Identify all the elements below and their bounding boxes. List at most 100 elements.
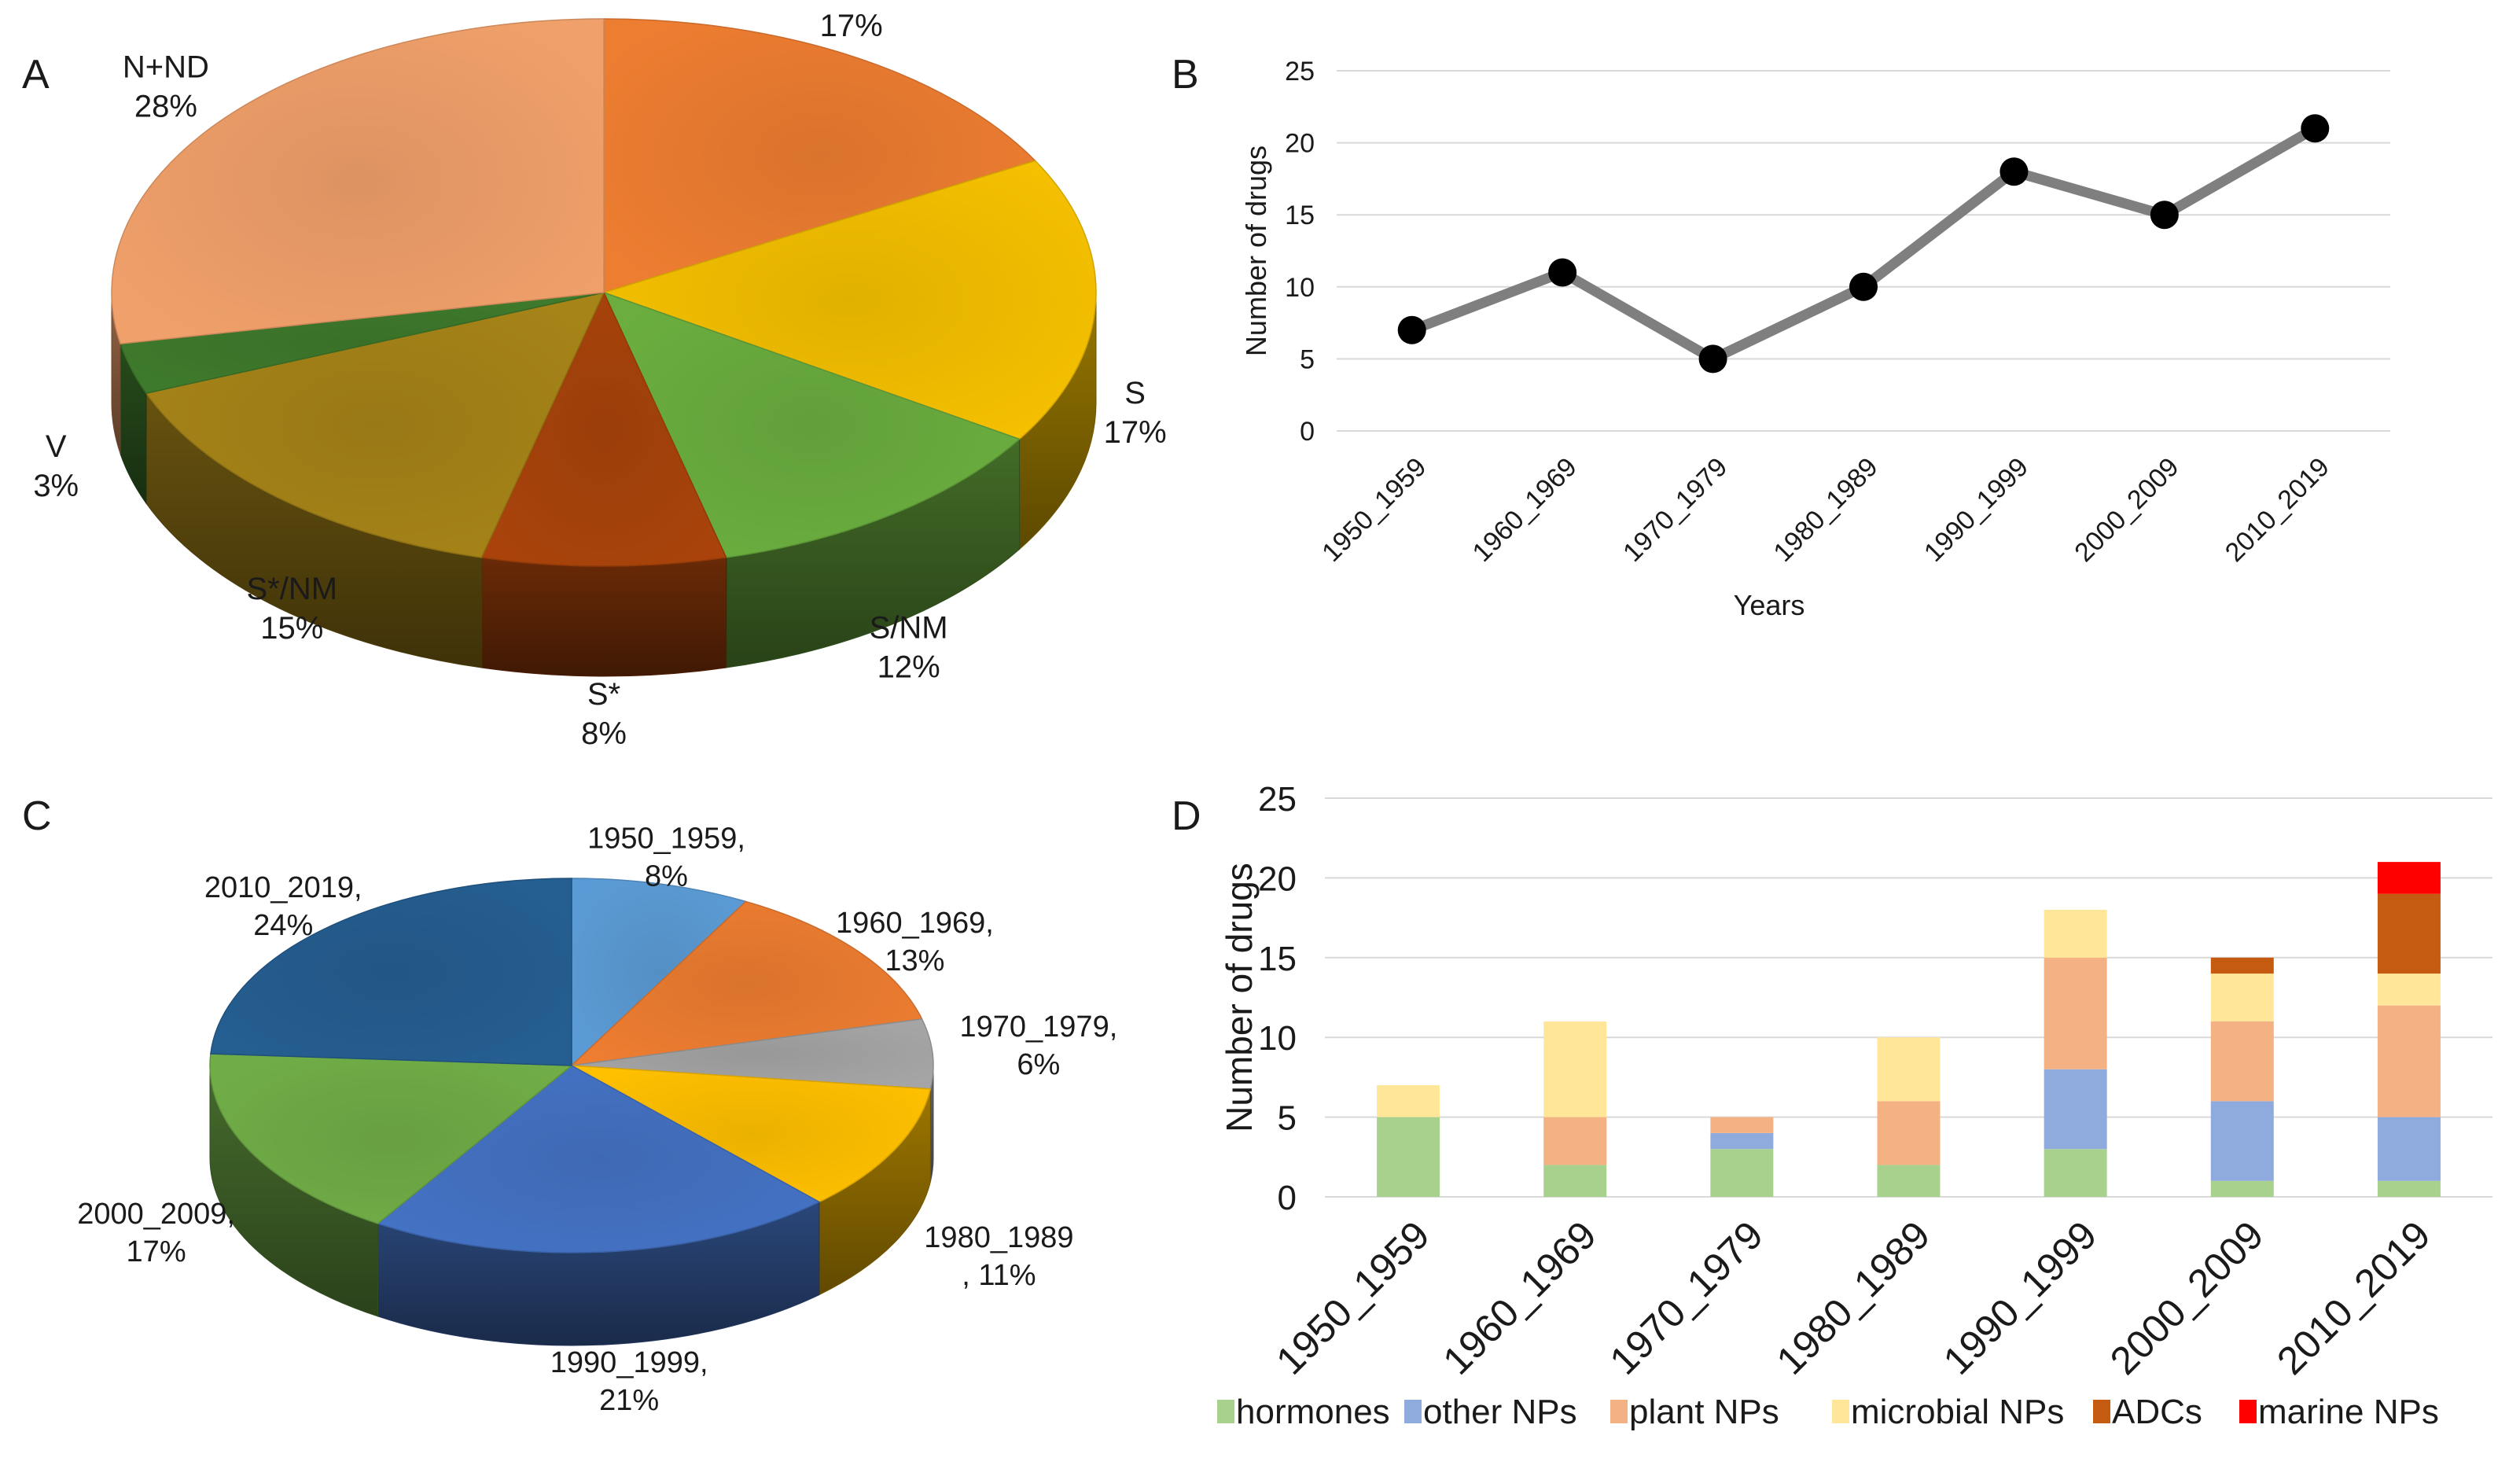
bar-d-legend: hormones other NPs plant NPs microbial NPs A… bbox=[1217, 1393, 2439, 1431]
legend-swatch-other-nps bbox=[1404, 1400, 1422, 1423]
line-b-point-2000_2009 bbox=[2150, 201, 2179, 230]
bar-d-1980_1989-hormones bbox=[1877, 1165, 1941, 1197]
bar-d-1970_1979-hormones bbox=[1710, 1149, 1774, 1197]
pie-0-slice-n-nd bbox=[111, 18, 605, 345]
pie-2-label-1980-1989: 1980_1989 bbox=[924, 1221, 1073, 1254]
bar-d-xtick-1980_1989: 1980_1989 bbox=[1768, 1213, 1939, 1383]
legend-swatch-marine-nps bbox=[2239, 1400, 2257, 1423]
line-b-xtick-1960_1969: 1960_1969 bbox=[1467, 452, 1583, 568]
bar-d-2000_2009-other-nps bbox=[2210, 1101, 2274, 1181]
bar-d-1980_1989-plant-nps bbox=[1877, 1101, 1941, 1165]
pie-2-slice-1990-1999 bbox=[376, 1065, 821, 1253]
bar-d-1970_1979-other-nps bbox=[1710, 1132, 1774, 1150]
line-b-xtick-1970_1979: 1970_1979 bbox=[1617, 452, 1733, 568]
pie-2-label-2000-2009: 2000_2009, bbox=[77, 1198, 235, 1231]
bar-d-1950_1959-microbial-nps bbox=[1377, 1085, 1440, 1117]
bar-d-2010_2019-adcs bbox=[2377, 893, 2441, 974]
pie-2-slice-2010-2019 bbox=[210, 878, 572, 1066]
line-b-point-1970_1979 bbox=[1698, 344, 1727, 374]
legend-swatch-adcs bbox=[2093, 1400, 2110, 1423]
pie-2-slice-2000-2009 bbox=[209, 1053, 574, 1224]
line-b-xtick-1990_1999: 1990_1999 bbox=[1919, 452, 2034, 568]
line-b-series bbox=[1410, 123, 2318, 364]
bar-d-2010_2019-microbial-nps bbox=[2377, 974, 2441, 1006]
bar-d-2010_2019-plant-nps bbox=[2377, 1005, 2441, 1117]
bar-d-xtick-1960_1969: 1960_1969 bbox=[1434, 1213, 1605, 1383]
bar-d-ytick: 25 bbox=[1258, 780, 1297, 819]
bar-d-2010_2019-marine-nps bbox=[2377, 862, 2441, 894]
panel-label-a: A bbox=[22, 52, 50, 98]
stacked-bar-chart-d: 0 5 10 15 20 25 1950_19591960_19691970_1979198… bbox=[1217, 780, 2492, 1431]
line-b-xtick-1950_1959: 1950_1959 bbox=[1316, 452, 1432, 568]
bar-d-xtick-2010_2019: 2010_2019 bbox=[2268, 1213, 2439, 1383]
bar-d-2000_2009-hormones bbox=[2210, 1180, 2274, 1197]
legend-swatch-microbial-nps bbox=[1832, 1400, 1849, 1423]
panel-label-b: B bbox=[1172, 52, 1199, 98]
bar-d-1990_1999-hormones bbox=[2044, 1149, 2107, 1197]
line-b-ytick: 20 bbox=[1285, 129, 1315, 159]
pie-2-label-1970-1979: 1970_1979, bbox=[960, 1010, 1118, 1044]
pie-2-pct-1990-1999: 21% bbox=[599, 1384, 659, 1417]
pie-0-pct-s: 17% bbox=[1104, 415, 1167, 450]
pie-2-pct-1950-1959: 8% bbox=[645, 859, 688, 893]
bar-d-2010_2019-hormones bbox=[2377, 1180, 2441, 1197]
line-b-xtick-1980_1989: 1980_1989 bbox=[1768, 452, 1883, 568]
pie-0-label-n-nd: N+ND bbox=[123, 50, 209, 85]
line-b-point-1960_1969 bbox=[1548, 258, 1577, 287]
pie-2-pct-2010-2019: 24% bbox=[253, 909, 313, 942]
pie-2-label-1960-1969: 1960_1969, bbox=[836, 907, 994, 940]
pie-0-pct-b: 17% bbox=[820, 9, 883, 43]
pie-0-label-b: B bbox=[841, 0, 862, 4]
pie-2-slice-1970-1979 bbox=[571, 1018, 934, 1090]
bar-d-2000_2009-adcs bbox=[2210, 957, 2274, 974]
line-b-ytick: 10 bbox=[1285, 273, 1315, 303]
legend-label-adcs: ADCs bbox=[2112, 1393, 2202, 1431]
pie-chart-a: B 17% S 17% S/NM 12% S* 8% S*/NM 15% V 3% N+ND 28% bbox=[33, 0, 1166, 751]
bar-d-1980_1989-microbial-nps bbox=[1877, 1037, 1941, 1102]
panel-label-c: C bbox=[22, 793, 52, 839]
bar-d-1990_1999-plant-nps bbox=[2044, 957, 2107, 1069]
bar-d-ytick: 0 bbox=[1278, 1179, 1297, 1217]
bar-d-ylabel: Number of drugs bbox=[1219, 863, 1260, 1132]
pie-0-slice-s bbox=[601, 160, 1097, 440]
bar-d-1960_1969-hormones bbox=[1543, 1165, 1607, 1197]
legend-swatch-hormones bbox=[1217, 1400, 1234, 1423]
line-b-ytick: 5 bbox=[1300, 344, 1315, 374]
bar-d-2010_2019-other-nps bbox=[2377, 1117, 2441, 1181]
bar-d-1960_1969-plant-nps bbox=[1543, 1117, 1607, 1165]
line-b-ylabel: Number of drugs bbox=[1240, 145, 1272, 356]
pie-0-label-s-nm: S/NM bbox=[870, 611, 948, 646]
pie-0-side-s bbox=[480, 557, 727, 677]
bar-d-1990_1999-microbial-nps bbox=[2044, 909, 2107, 958]
pie-0-label-v: V bbox=[46, 429, 67, 464]
bar-d-xtick-2000_2009: 2000_2009 bbox=[2102, 1213, 2272, 1383]
bar-d-ytick: 15 bbox=[1258, 940, 1297, 978]
bar-d-ytick: 20 bbox=[1258, 859, 1297, 898]
pie-2-label-2010-2019: 2010_2019, bbox=[204, 871, 362, 904]
line-b-ytick: 25 bbox=[1285, 57, 1315, 87]
pie-0-pct-s-nm: 12% bbox=[877, 650, 940, 685]
legend-label-hormones: hormones bbox=[1236, 1393, 1390, 1431]
line-b-xtick-2010_2019: 2010_2019 bbox=[2220, 452, 2335, 568]
bar-d-1970_1979-plant-nps bbox=[1710, 1117, 1774, 1133]
pie-0-pct-v: 3% bbox=[33, 469, 79, 503]
bar-d-1990_1999-other-nps bbox=[2044, 1069, 2107, 1150]
pie-0-pct-s: 8% bbox=[581, 716, 627, 751]
pie-0-pct-s-nm: 15% bbox=[260, 611, 323, 646]
legend-label-marine-nps: marine NPs bbox=[2258, 1393, 2439, 1431]
line-chart-b: 0 5 10 15 20 25 1950_1959 1960_1969 1970_1979 198… bbox=[1240, 57, 2390, 621]
pie-2-pct-1960-1969: 13% bbox=[885, 944, 944, 977]
pie-chart-c: 1950_1959, 8% 1960_1969, 13% 1970_1979, 6% 198… bbox=[77, 822, 1117, 1417]
pie-2-pct-1980-1989: , 11% bbox=[962, 1259, 1036, 1292]
pie-0-pct-n-nd: 28% bbox=[134, 90, 197, 124]
line-b-ytick: 15 bbox=[1285, 201, 1315, 230]
pie-2-pct-1970-1979: 6% bbox=[1017, 1048, 1060, 1081]
line-b-point-1950_1959 bbox=[1397, 315, 1426, 344]
pie-2-slice-1980-1989 bbox=[571, 1065, 932, 1203]
bar-d-xtick-1950_1959: 1950_1959 bbox=[1267, 1213, 1438, 1383]
bar-d-1960_1969-microbial-nps bbox=[1543, 1021, 1607, 1117]
pie-0-label-s: S bbox=[1124, 376, 1146, 410]
legend-label-microbial-nps: microbial NPs bbox=[1851, 1393, 2064, 1431]
bar-d-ytick: 5 bbox=[1278, 1099, 1297, 1138]
